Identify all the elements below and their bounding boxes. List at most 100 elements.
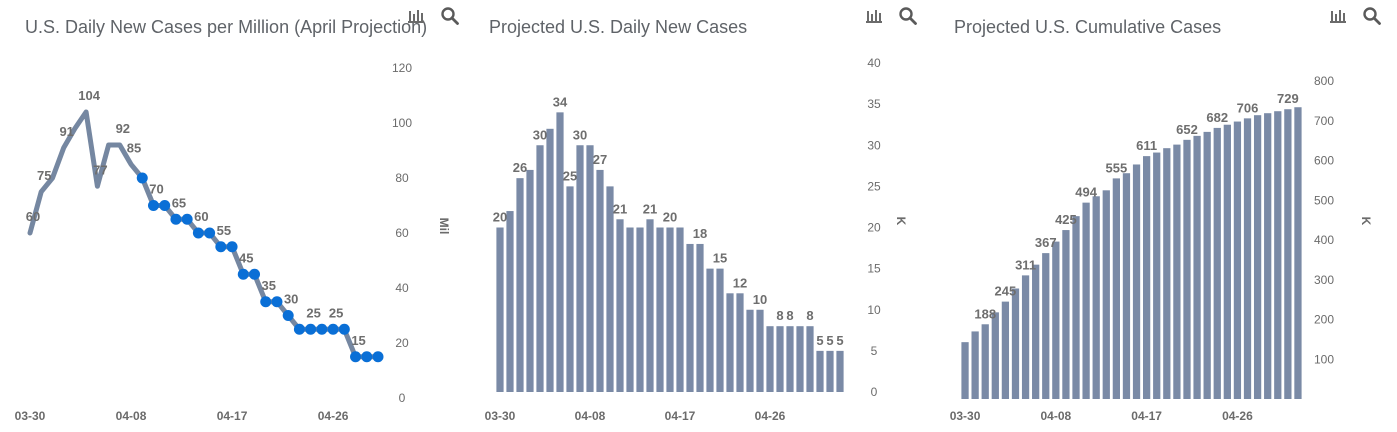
bar [566,186,574,392]
data-label: 21 [613,201,627,216]
data-point [215,241,227,253]
data-label: 92 [116,121,130,136]
data-label: 555 [1106,160,1128,175]
bar [556,112,564,392]
bar [826,350,834,392]
y-tick-label: 40 [867,56,881,70]
data-point [192,227,204,239]
bar [496,227,504,392]
data-label: 75 [37,168,51,183]
bar [961,342,969,399]
y-tick-label: 35 [867,97,881,111]
x-tick-label: 03-30 [15,409,46,423]
data-point [350,351,362,363]
data-label: 15 [351,333,365,348]
data-label: 311 [1015,257,1036,272]
bar [806,326,814,392]
bar-chart-icon[interactable] [864,6,884,26]
bar [816,350,824,392]
bar [636,227,644,392]
y-axis-label: K [1359,217,1373,226]
bar [506,211,514,392]
data-point [271,296,283,308]
bar [1032,264,1040,399]
y-tick-label: 0 [871,385,878,399]
bar [1082,202,1090,399]
data-label: 30 [573,127,587,142]
bar [1072,216,1080,399]
data-label: 34 [553,94,568,109]
y-tick-label: 400 [1314,233,1334,247]
data-label: 21 [643,201,657,216]
bar [1011,288,1020,399]
data-label: 60 [194,209,208,224]
y-tick-label: 5 [871,344,878,358]
bar-chart-icon[interactable] [1328,6,1348,26]
data-point [136,172,148,184]
bar [516,178,524,392]
bar [1284,109,1292,399]
y-tick-label: 200 [1314,313,1334,327]
bar [646,219,654,392]
bar [536,145,544,392]
x-tick-label: 04-26 [755,409,786,423]
data-point [226,241,238,253]
data-label: 8 [806,308,813,323]
data-label: 26 [513,160,527,175]
data-label: 12 [733,275,747,290]
data-point [204,227,216,239]
bar [626,227,634,392]
bar [1092,196,1100,399]
search-icon[interactable] [440,6,460,26]
chart-title: Projected U.S. Daily New Cases [489,17,748,37]
series-line [27,109,381,360]
x-tick-label: 04-17 [217,409,248,423]
data-point [147,200,159,211]
data-label: 85 [127,140,141,155]
data-label: 245 [995,284,1017,299]
data-point [237,268,249,280]
x-tick-label: 04-17 [665,409,696,423]
data-label: 5 [836,333,843,348]
y-tick-label: 30 [867,138,881,152]
data-point [293,323,305,335]
bar [736,293,744,392]
data-label: 8 [786,308,793,323]
bar [576,145,584,392]
bar [1143,156,1151,399]
data-point [170,213,182,225]
bar [1294,107,1302,400]
bar [546,128,554,393]
bar [1001,301,1010,399]
x-tick-label: 04-17 [1131,409,1162,423]
y-tick-label: 300 [1314,273,1334,287]
search-icon[interactable] [898,6,918,26]
bar-chart-icon[interactable] [406,6,426,26]
data-point [305,323,317,335]
chart-panel-daily-new-cases: Projected U.S. Daily New Cases 0 5 10 15 20 2… [465,0,930,432]
bar [1132,164,1141,399]
chart-panel-cumulative-cases: Projected U.S. Cumulative Cases 100 200 30… [930,0,1397,432]
bar [1193,135,1201,400]
bar [1213,127,1221,399]
y-tick-label: 20 [867,221,881,235]
bar [1173,144,1181,399]
bar-chart: 100 200 300 400 500 600 700 800 K 03-30 04-08 04-17… [950,74,1373,423]
data-label: 706 [1237,100,1259,115]
y-tick-label: 500 [1314,193,1334,207]
bar [1274,111,1282,400]
data-point [316,323,328,335]
y-tick-label: 40 [395,281,409,295]
data-point [327,323,339,335]
y-axis-label: Mil [437,218,451,235]
search-icon[interactable] [1362,6,1382,26]
bar [726,293,734,392]
y-tick-label: 25 [867,179,881,193]
chart-title: U.S. Daily New Cases per Million (April … [25,17,428,37]
x-tick-label: 03-30 [485,409,516,423]
bar [1112,178,1120,399]
bar [596,169,604,392]
bar [1052,241,1060,399]
x-tick-label: 04-26 [318,409,349,423]
data-label: 25 [563,168,577,183]
